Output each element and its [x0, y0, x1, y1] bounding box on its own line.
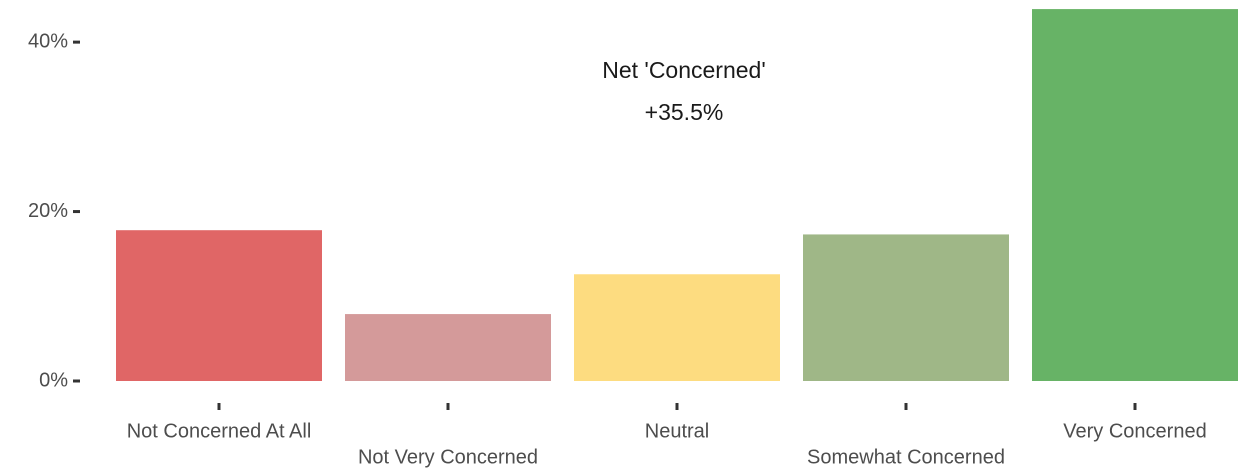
- bar: [345, 314, 551, 381]
- y-tick-label: 0%: [39, 369, 68, 391]
- y-tick-label: 40%: [28, 30, 68, 52]
- bar: [1032, 9, 1238, 381]
- x-tick-label: Very Concerned: [1063, 420, 1206, 442]
- x-tick-label: Somewhat Concerned: [807, 446, 1005, 468]
- y-tick-label: 20%: [28, 200, 68, 222]
- bar: [574, 274, 780, 381]
- bar: [116, 230, 322, 381]
- annotation: Net 'Concerned': [602, 57, 765, 83]
- x-tick-label: Neutral: [645, 420, 709, 442]
- x-tick-label: Not Concerned At All: [127, 420, 312, 442]
- x-tick-label: Not Very Concerned: [358, 446, 538, 468]
- annotation: +35.5%: [645, 99, 724, 125]
- bar: [803, 234, 1009, 381]
